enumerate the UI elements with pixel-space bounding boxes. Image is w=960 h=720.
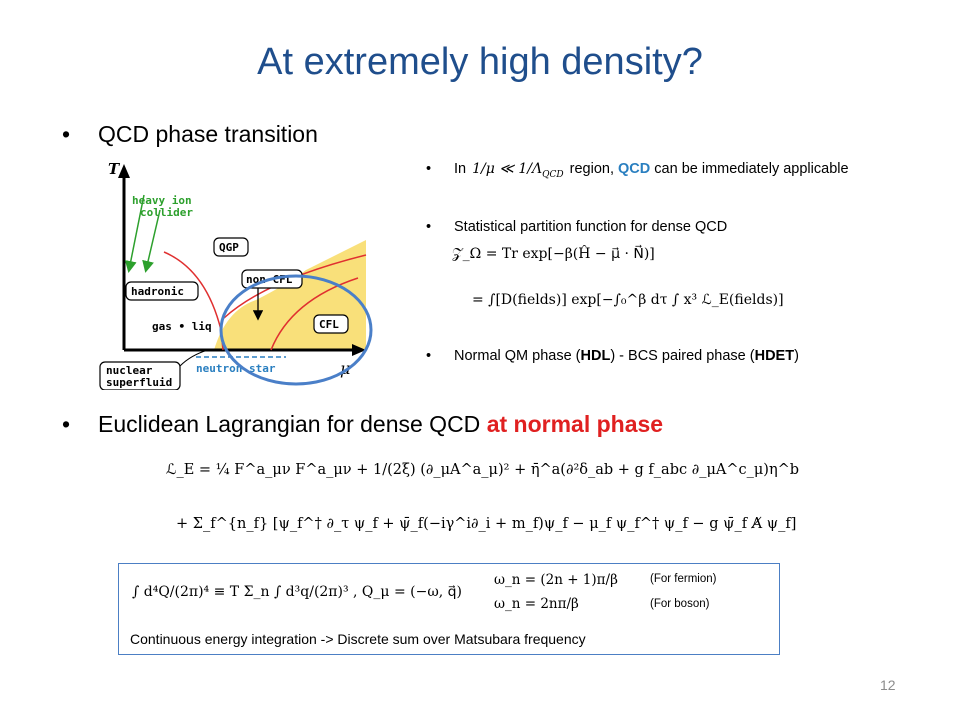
omega-boson: ω_n = 2nπ/β <box>494 596 579 612</box>
page-number: 12 <box>880 677 896 693</box>
neutron-star-label: neutron star <box>196 362 276 375</box>
gas-liq-label: gas • liq <box>152 320 212 333</box>
box-caption: Continuous energy integration -> Discret… <box>130 631 586 647</box>
right-bullet-3: • Normal QM phase (HDL) - BCS paired pha… <box>426 348 799 364</box>
axis-t-label: T <box>108 160 121 178</box>
heavy-ion-label-2: collider <box>140 206 193 219</box>
hadronic-label: hadronic <box>131 285 184 298</box>
qgp-label: QGP <box>219 241 239 254</box>
fermion-note: (For fermion) <box>650 573 717 585</box>
cfl-boundary <box>270 277 359 351</box>
partition-formula-line1: 𝒵_Ω = Tr exp[−β(Ĥ − μ⃗ · N⃗)] <box>452 246 655 262</box>
b1-pre: In <box>454 161 467 177</box>
bullet-euclidean: • Euclidean Lagrangian for dense QCD at … <box>62 410 862 438</box>
lagrangian-line1: ℒ_E = ¼ F^a_μν F^a_μν + 1/(2ξ) (∂_μA^a_μ… <box>166 462 800 478</box>
b1-qcd: QCD <box>618 161 651 177</box>
omega-fermion: ω_n = (2n + 1)π/β <box>494 572 618 588</box>
phase-diagram: T μ heavy ion collider QGP hadronic non-… <box>99 160 373 390</box>
heavy-ion-label-1: heavy ion <box>132 194 192 207</box>
highlight-circle <box>219 274 373 386</box>
axis-mu-label: μ <box>340 359 350 378</box>
b2-text: Statistical partition function for dense… <box>454 219 728 235</box>
right-bullet-1: • In 1/μ ≪ 1/ΛQCD region, QCD can be imm… <box>426 161 849 180</box>
bullet-dot: • <box>62 121 71 147</box>
hdl-label: HDL <box>580 348 611 364</box>
lagrangian-line2: + Σ_f^{n_f} [ψ_f^† ∂_τ ψ_f + ψ̄_f(−iγ^i∂… <box>176 516 797 532</box>
bullet2-highlight: at normal phase <box>486 411 664 437</box>
hadronic-boundary <box>163 251 224 351</box>
bullet-text: QCD phase transition <box>98 121 318 147</box>
b1-rest: can be immediately applicable <box>650 161 849 177</box>
partition-formula-line2: = ∫[D(fields)] exp[−∫₀^β dτ ∫ x³ ℒ_E(fie… <box>472 292 784 308</box>
b1-post: region, <box>569 161 619 177</box>
bullet2-prefix: Euclidean Lagrangian for dense QCD <box>98 411 487 437</box>
bullet-qcd-phase: • QCD phase transition <box>62 120 462 148</box>
nuclear-label-2: superfluid <box>106 376 172 389</box>
hdet-label: HDET <box>754 348 795 364</box>
slide-title: At extremely high density? <box>257 41 703 83</box>
right-bullet-2: • Statistical partition function for den… <box>426 219 728 235</box>
bullet-dot: • <box>62 411 71 437</box>
box-integral-formula: ∫ d⁴Q/(2π)⁴ ≡ T Σ_n ∫ d³q/(2π)³ , Q_μ = … <box>132 584 462 600</box>
boson-note: (For boson) <box>650 598 710 610</box>
matsubara-box <box>118 563 780 655</box>
cfl-label: CFL <box>319 318 339 331</box>
nuclear-label-1: nuclear <box>106 364 153 377</box>
b1-math: 1/μ ≪ 1/ΛQCD <box>472 161 564 180</box>
